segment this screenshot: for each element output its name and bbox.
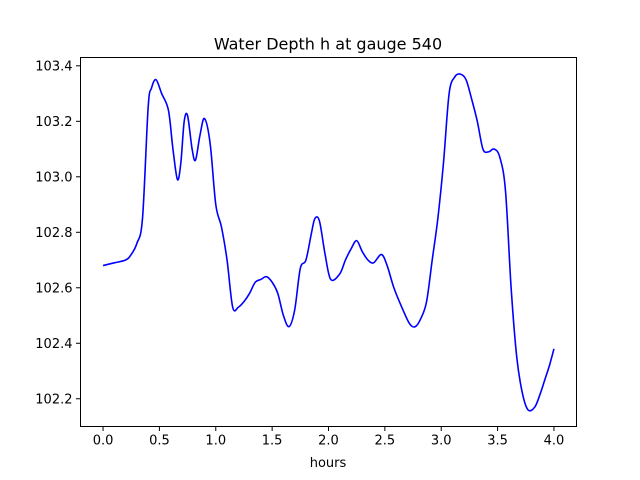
x-tick-label: 3.0 — [431, 434, 452, 449]
y-axis-ticks: 102.2 102.4 102.6 102.8 103.0 103.2 103.4 — [35, 59, 81, 407]
x-tick-label: 1.0 — [205, 434, 226, 449]
x-tick-label: 2.0 — [318, 434, 339, 449]
y-tick-label: 102.2 — [35, 392, 72, 407]
y-tick-label: 103.2 — [35, 115, 72, 130]
x-axis-label: hours — [310, 456, 347, 471]
x-tick-label: 1.5 — [262, 434, 283, 449]
x-tick-label: 0.5 — [149, 434, 170, 449]
y-tick-label: 102.4 — [35, 337, 72, 352]
x-tick-label: 2.5 — [375, 434, 396, 449]
x-tick-label: 3.5 — [487, 434, 508, 449]
x-tick-label: 0.0 — [93, 434, 114, 449]
series-line-0 — [102, 73, 555, 412]
y-tick-label: 103.0 — [35, 170, 72, 185]
series-layer — [102, 73, 555, 412]
y-tick-label: 102.6 — [35, 281, 72, 296]
x-axis-ticks: 0.0 0.5 1.0 1.5 2.0 2.5 3.0 3.5 4.0 — [93, 426, 565, 449]
x-tick-label: 4.0 — [544, 434, 565, 449]
chart-title: Water Depth h at gauge 540 — [214, 35, 442, 54]
y-tick-label: 103.4 — [35, 59, 72, 74]
y-tick-label: 102.8 — [35, 226, 72, 241]
